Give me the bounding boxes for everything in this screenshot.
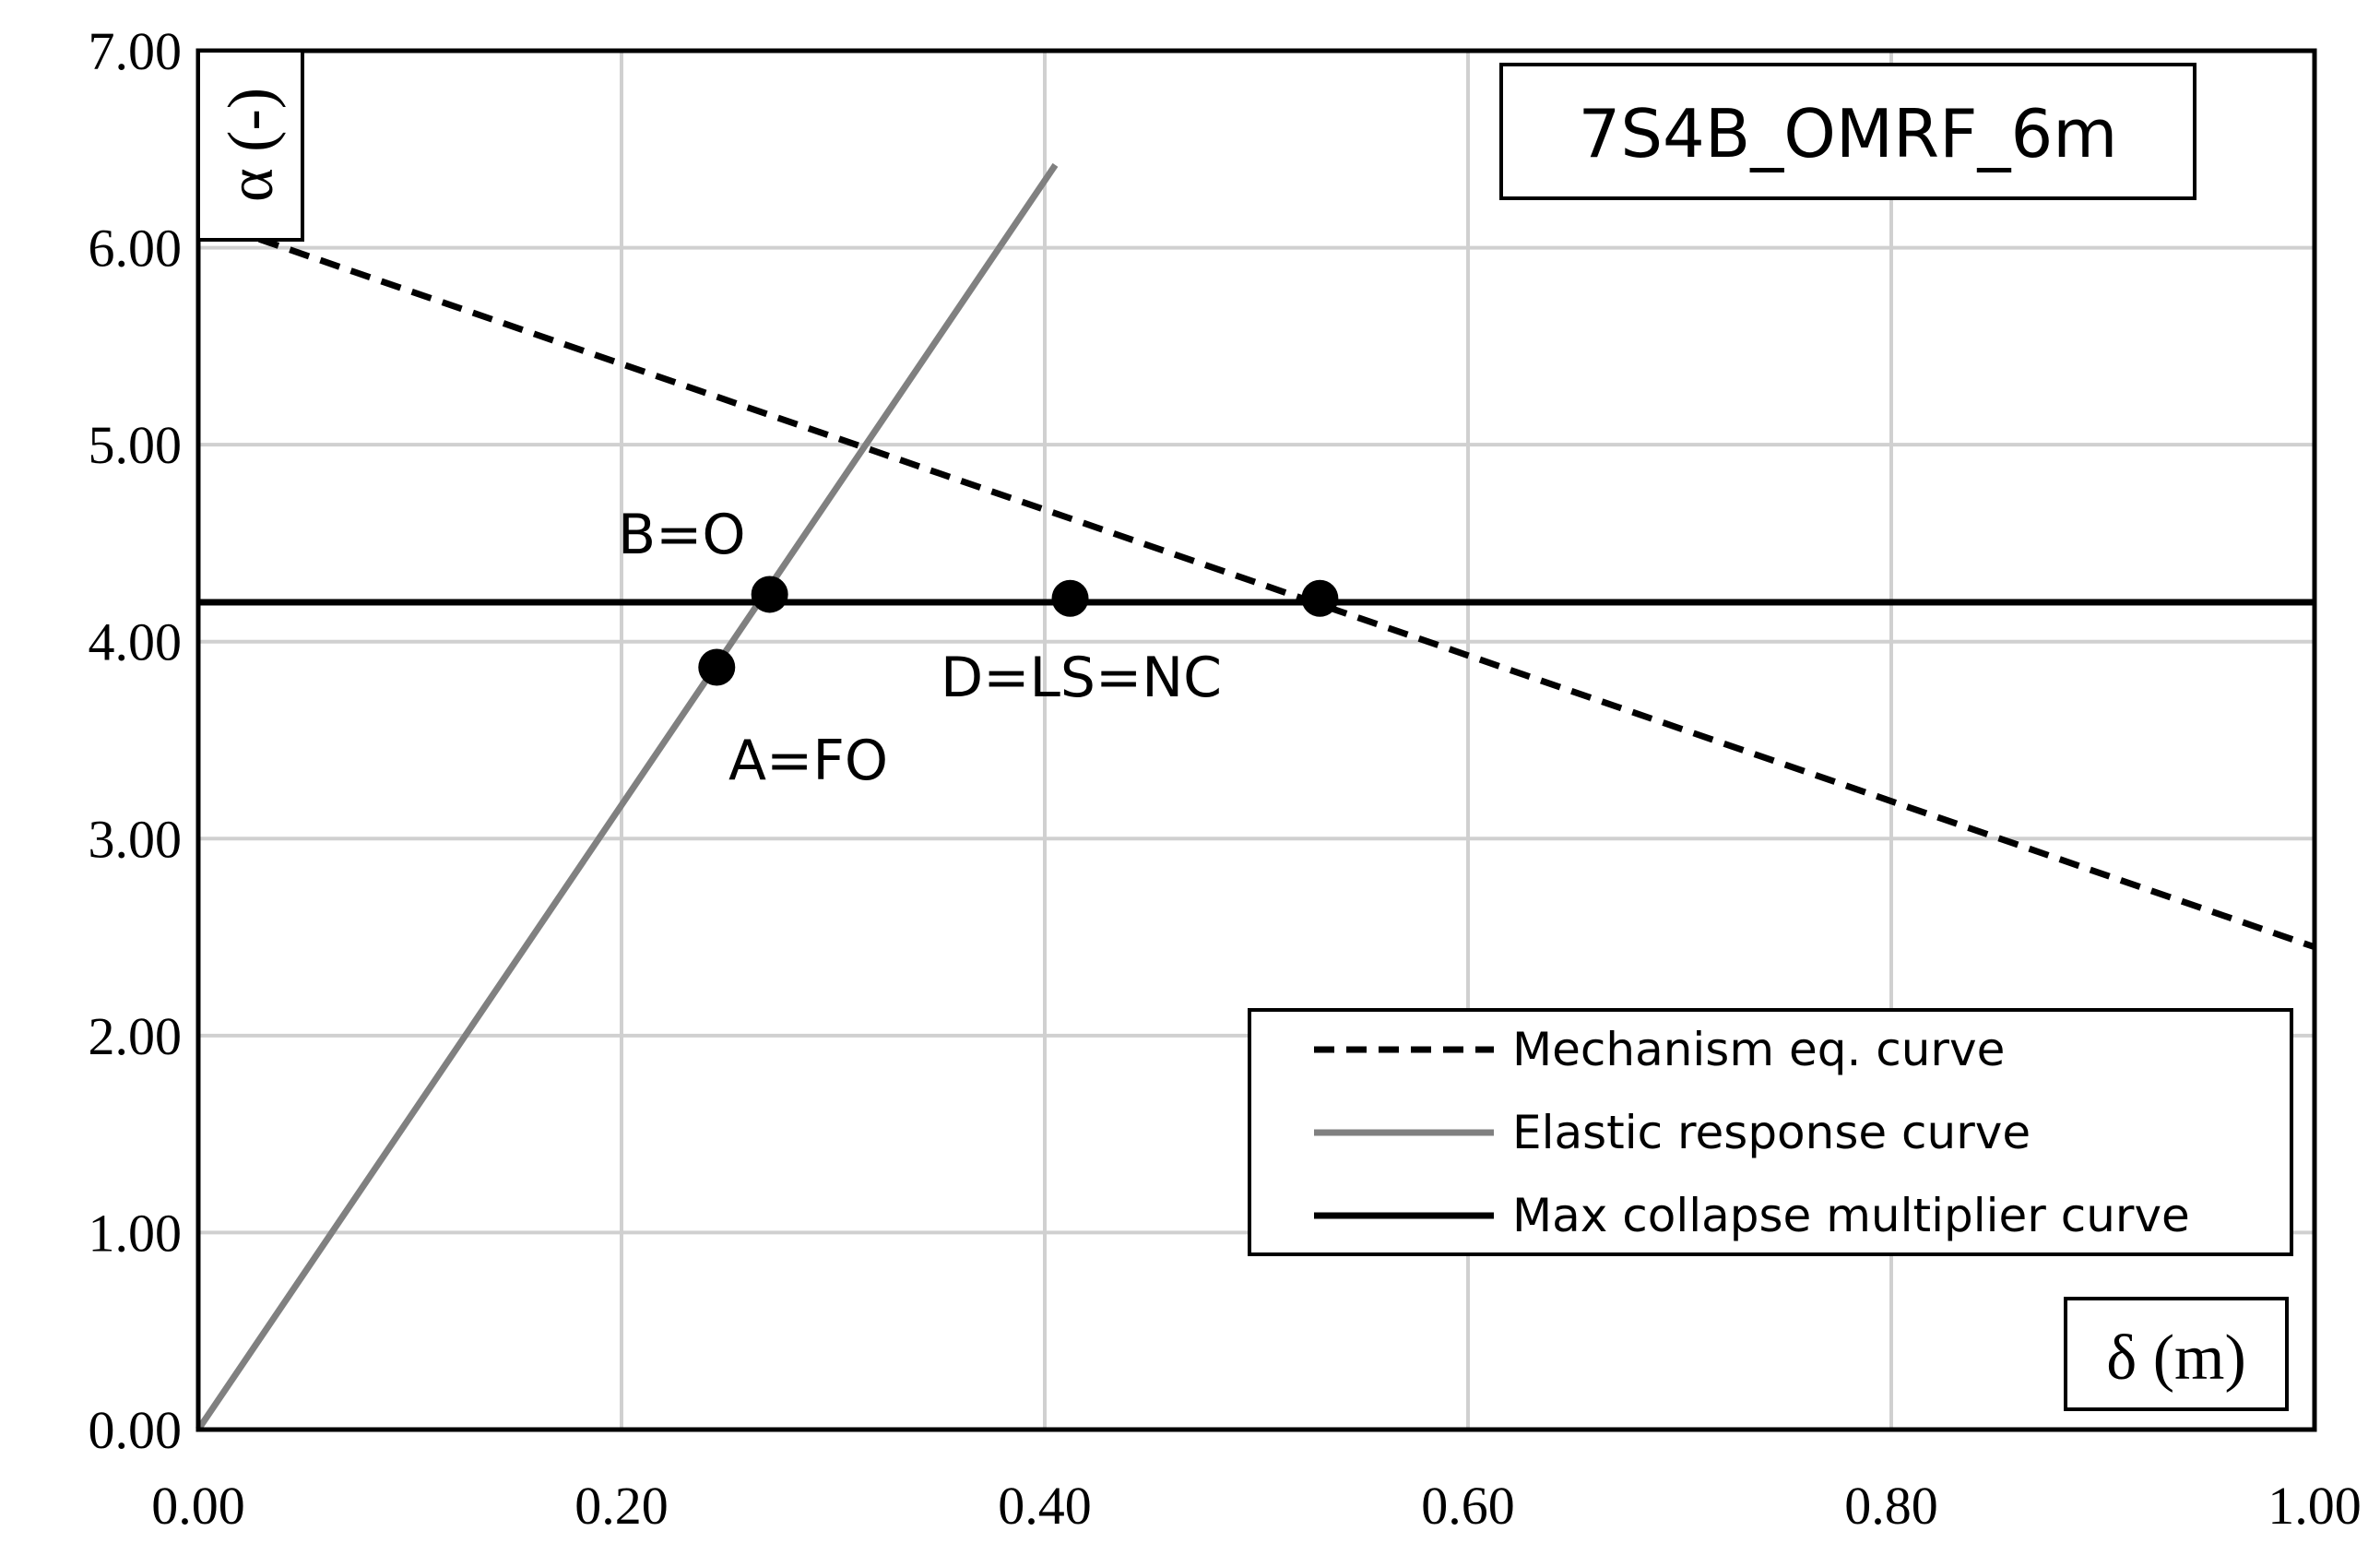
x-tick-label-0: 0.00 [151,1476,245,1536]
legend-item-mechanism: Mechanism eq. curve [1314,1023,2005,1076]
point-label-d-ls-nc: D=LS=NC [941,646,1222,710]
x-tick-label-5: 1.00 [2268,1476,2362,1536]
legend-item-elastic: Elastic response curve [1314,1106,2031,1159]
data-point-3 [1301,579,1339,617]
points-layer [698,576,1339,686]
y-tick-label-7: 7.00 [89,21,183,81]
series-layer [195,162,2316,1431]
x-axis-label-box: δ (m) [2064,1297,2289,1411]
x-tick-label-3: 0.60 [1421,1476,1515,1536]
y-tick-label-4: 4.00 [89,612,183,672]
series-line-mechanism [196,215,2316,951]
point-label-b-o: B=O [618,503,746,567]
y-tick-label-2: 2.00 [89,1006,183,1066]
x-tick-label-1: 0.20 [574,1476,669,1536]
y-axis-label: α (-) [216,88,287,202]
data-point-0 [698,648,736,686]
point-label-a-fo: A=FO [728,729,888,793]
legend-item-max-collapse: Max collapse multiplier curve [1314,1189,2190,1242]
x-tick-label-4: 0.80 [1844,1476,1938,1536]
y-tick-label-6: 6.00 [89,219,183,279]
chart-title: 7S4B_OMRF_6m [1579,95,2118,172]
y-tick-label-1: 1.00 [89,1203,183,1263]
series-line-elastic [195,162,1059,1431]
chart-title-box: 7S4B_OMRF_6m [1499,63,2196,200]
y-axis-label-box: α (-) [196,49,304,242]
tick-labels: 0.00 0.20 0.40 0.60 0.80 1.00 0.00 1.00 2.00 3.00… [89,21,2362,1536]
plot-frame [195,48,2317,1432]
data-point-2 [1051,579,1089,617]
legend-label-max-collapse: Max collapse multiplier curve [1512,1189,2190,1242]
y-tick-label-5: 5.00 [89,415,183,475]
plot-area-border [195,48,2317,1432]
x-tick-label-2: 0.40 [998,1476,1092,1536]
legend: Mechanism eq. curve Elastic response cur… [1248,1008,2293,1256]
legend-label-elastic: Elastic response curve [1512,1106,2031,1159]
y-tick-label-0: 0.00 [89,1400,183,1460]
x-axis-label: δ (m) [2106,1323,2246,1394]
data-point-1 [751,576,788,613]
y-tick-label-3: 3.00 [89,809,183,869]
legend-label-mechanism: Mechanism eq. curve [1512,1023,2005,1076]
